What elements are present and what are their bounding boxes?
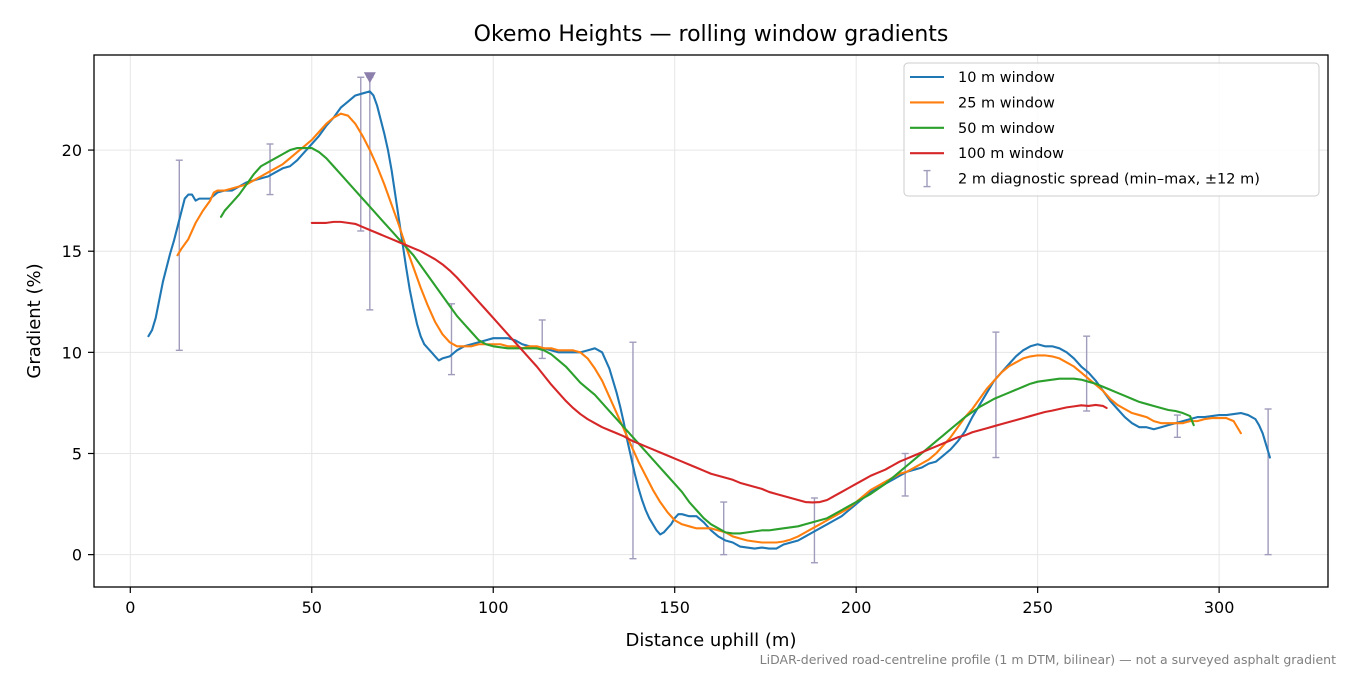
y-tick-label: 10: [62, 343, 82, 362]
footnote: LiDAR-derived road-centreline profile (1…: [760, 652, 1336, 667]
grid-lines: [94, 55, 1328, 587]
legend-label: 100 m window: [958, 146, 1064, 162]
legend-item: 50 m window: [910, 121, 1055, 137]
legend-label: 2 m diagnostic spread (min–max, ±12 m): [958, 172, 1260, 188]
errorbar: [357, 76, 365, 232]
legend-item: 10 m window: [910, 70, 1055, 86]
chart-title: Okemo Heights — rolling window gradients: [474, 22, 949, 47]
x-axis-label: Distance uphill (m): [626, 630, 797, 651]
x-tick-label: 0: [125, 598, 135, 617]
y-tick-label: 0: [72, 546, 82, 565]
errorbar: [538, 319, 546, 360]
series-line-2: [176, 112, 1242, 544]
x-tick-label: 100: [478, 598, 509, 617]
y-axis-label: Gradient (%): [24, 263, 45, 378]
errorbar: [720, 501, 728, 556]
marker-layer: [363, 72, 376, 84]
y-tick-label: 15: [62, 242, 82, 261]
y-tick-label: 20: [62, 141, 82, 160]
series-line-3: [219, 147, 1195, 535]
errorbar: [1264, 408, 1272, 556]
errorbar: [266, 143, 274, 196]
legend: 10 m window 25 m window 50 m window 100 m w…: [903, 62, 1320, 197]
legend-item: 2 m diagnostic spread (min–max, ±12 m): [923, 169, 1260, 188]
series-line-4: [310, 220, 1108, 504]
series-line-1: [147, 90, 1271, 550]
legend-item: 100 m window: [910, 146, 1064, 162]
legend-label: 50 m window: [958, 121, 1055, 137]
y-tick-label: 5: [72, 444, 82, 463]
legend-item: 25 m window: [910, 95, 1055, 111]
legend-label: 25 m window: [958, 95, 1055, 111]
errorbar: [1173, 414, 1181, 439]
x-tick-label: 150: [659, 598, 690, 617]
x-tick-label: 250: [1022, 598, 1053, 617]
legend-box: [903, 62, 1320, 197]
axis-ticks: 0 50 100 150 200 250 300 0 5 10 15 20: [62, 141, 1235, 617]
errorbar: [992, 331, 1000, 459]
plot-frame: [93, 54, 1329, 588]
x-tick-label: 300: [1204, 598, 1235, 617]
peak-marker: [363, 72, 376, 84]
x-tick-label: 200: [841, 598, 872, 617]
series-lines: [147, 90, 1271, 550]
errorbar: [175, 159, 183, 352]
errorbar: [1083, 335, 1091, 412]
legend-label: 10 m window: [958, 70, 1055, 86]
errorbar: [901, 452, 909, 497]
x-tick-label: 50: [302, 598, 322, 617]
